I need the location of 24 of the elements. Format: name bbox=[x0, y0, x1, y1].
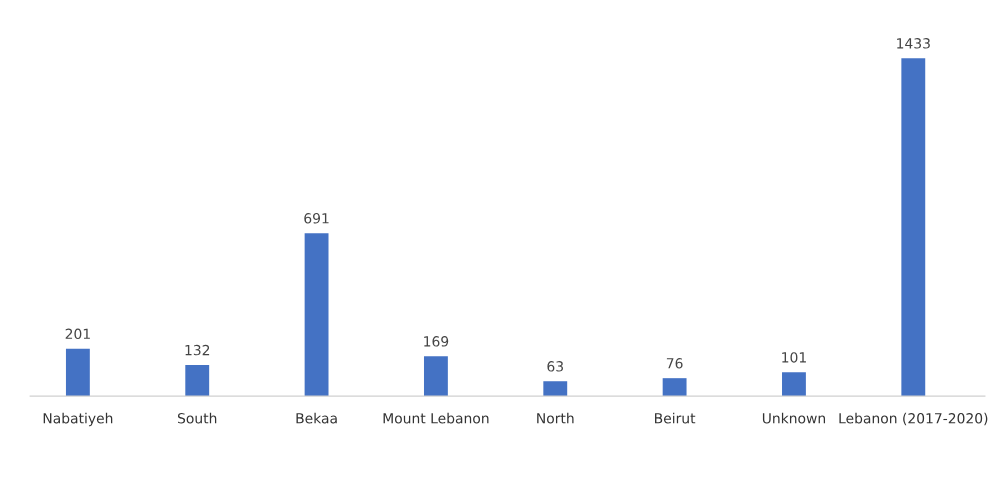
x-tick-label: South bbox=[177, 412, 217, 424]
x-tick-label: Nabatiyeh bbox=[43, 412, 113, 427]
x-tick-label: Mount Lebanon bbox=[383, 412, 489, 424]
bar bbox=[782, 372, 806, 397]
data-label: 691 bbox=[304, 213, 329, 224]
bar bbox=[304, 233, 329, 397]
x-tick-label: Unknown bbox=[762, 412, 826, 424]
x-tick-label: Lebanon (2017-2020) bbox=[839, 412, 988, 426]
bar bbox=[901, 58, 926, 397]
data-label: 63 bbox=[547, 361, 563, 372]
x-tick-label: Bekaa bbox=[296, 412, 337, 424]
data-label: 169 bbox=[424, 336, 449, 347]
bar bbox=[543, 381, 568, 397]
bar bbox=[65, 348, 90, 397]
data-label: 76 bbox=[666, 358, 683, 369]
data-label: 201 bbox=[65, 328, 90, 340]
bar bbox=[662, 378, 687, 397]
data-label: 132 bbox=[185, 344, 210, 356]
data-label: 1433 bbox=[897, 38, 930, 49]
bar bbox=[185, 364, 210, 397]
bar bbox=[423, 356, 448, 397]
x-tick-label: North bbox=[537, 412, 574, 424]
x-tick-label: Beirut bbox=[655, 412, 696, 424]
data-label: 101 bbox=[782, 352, 806, 363]
